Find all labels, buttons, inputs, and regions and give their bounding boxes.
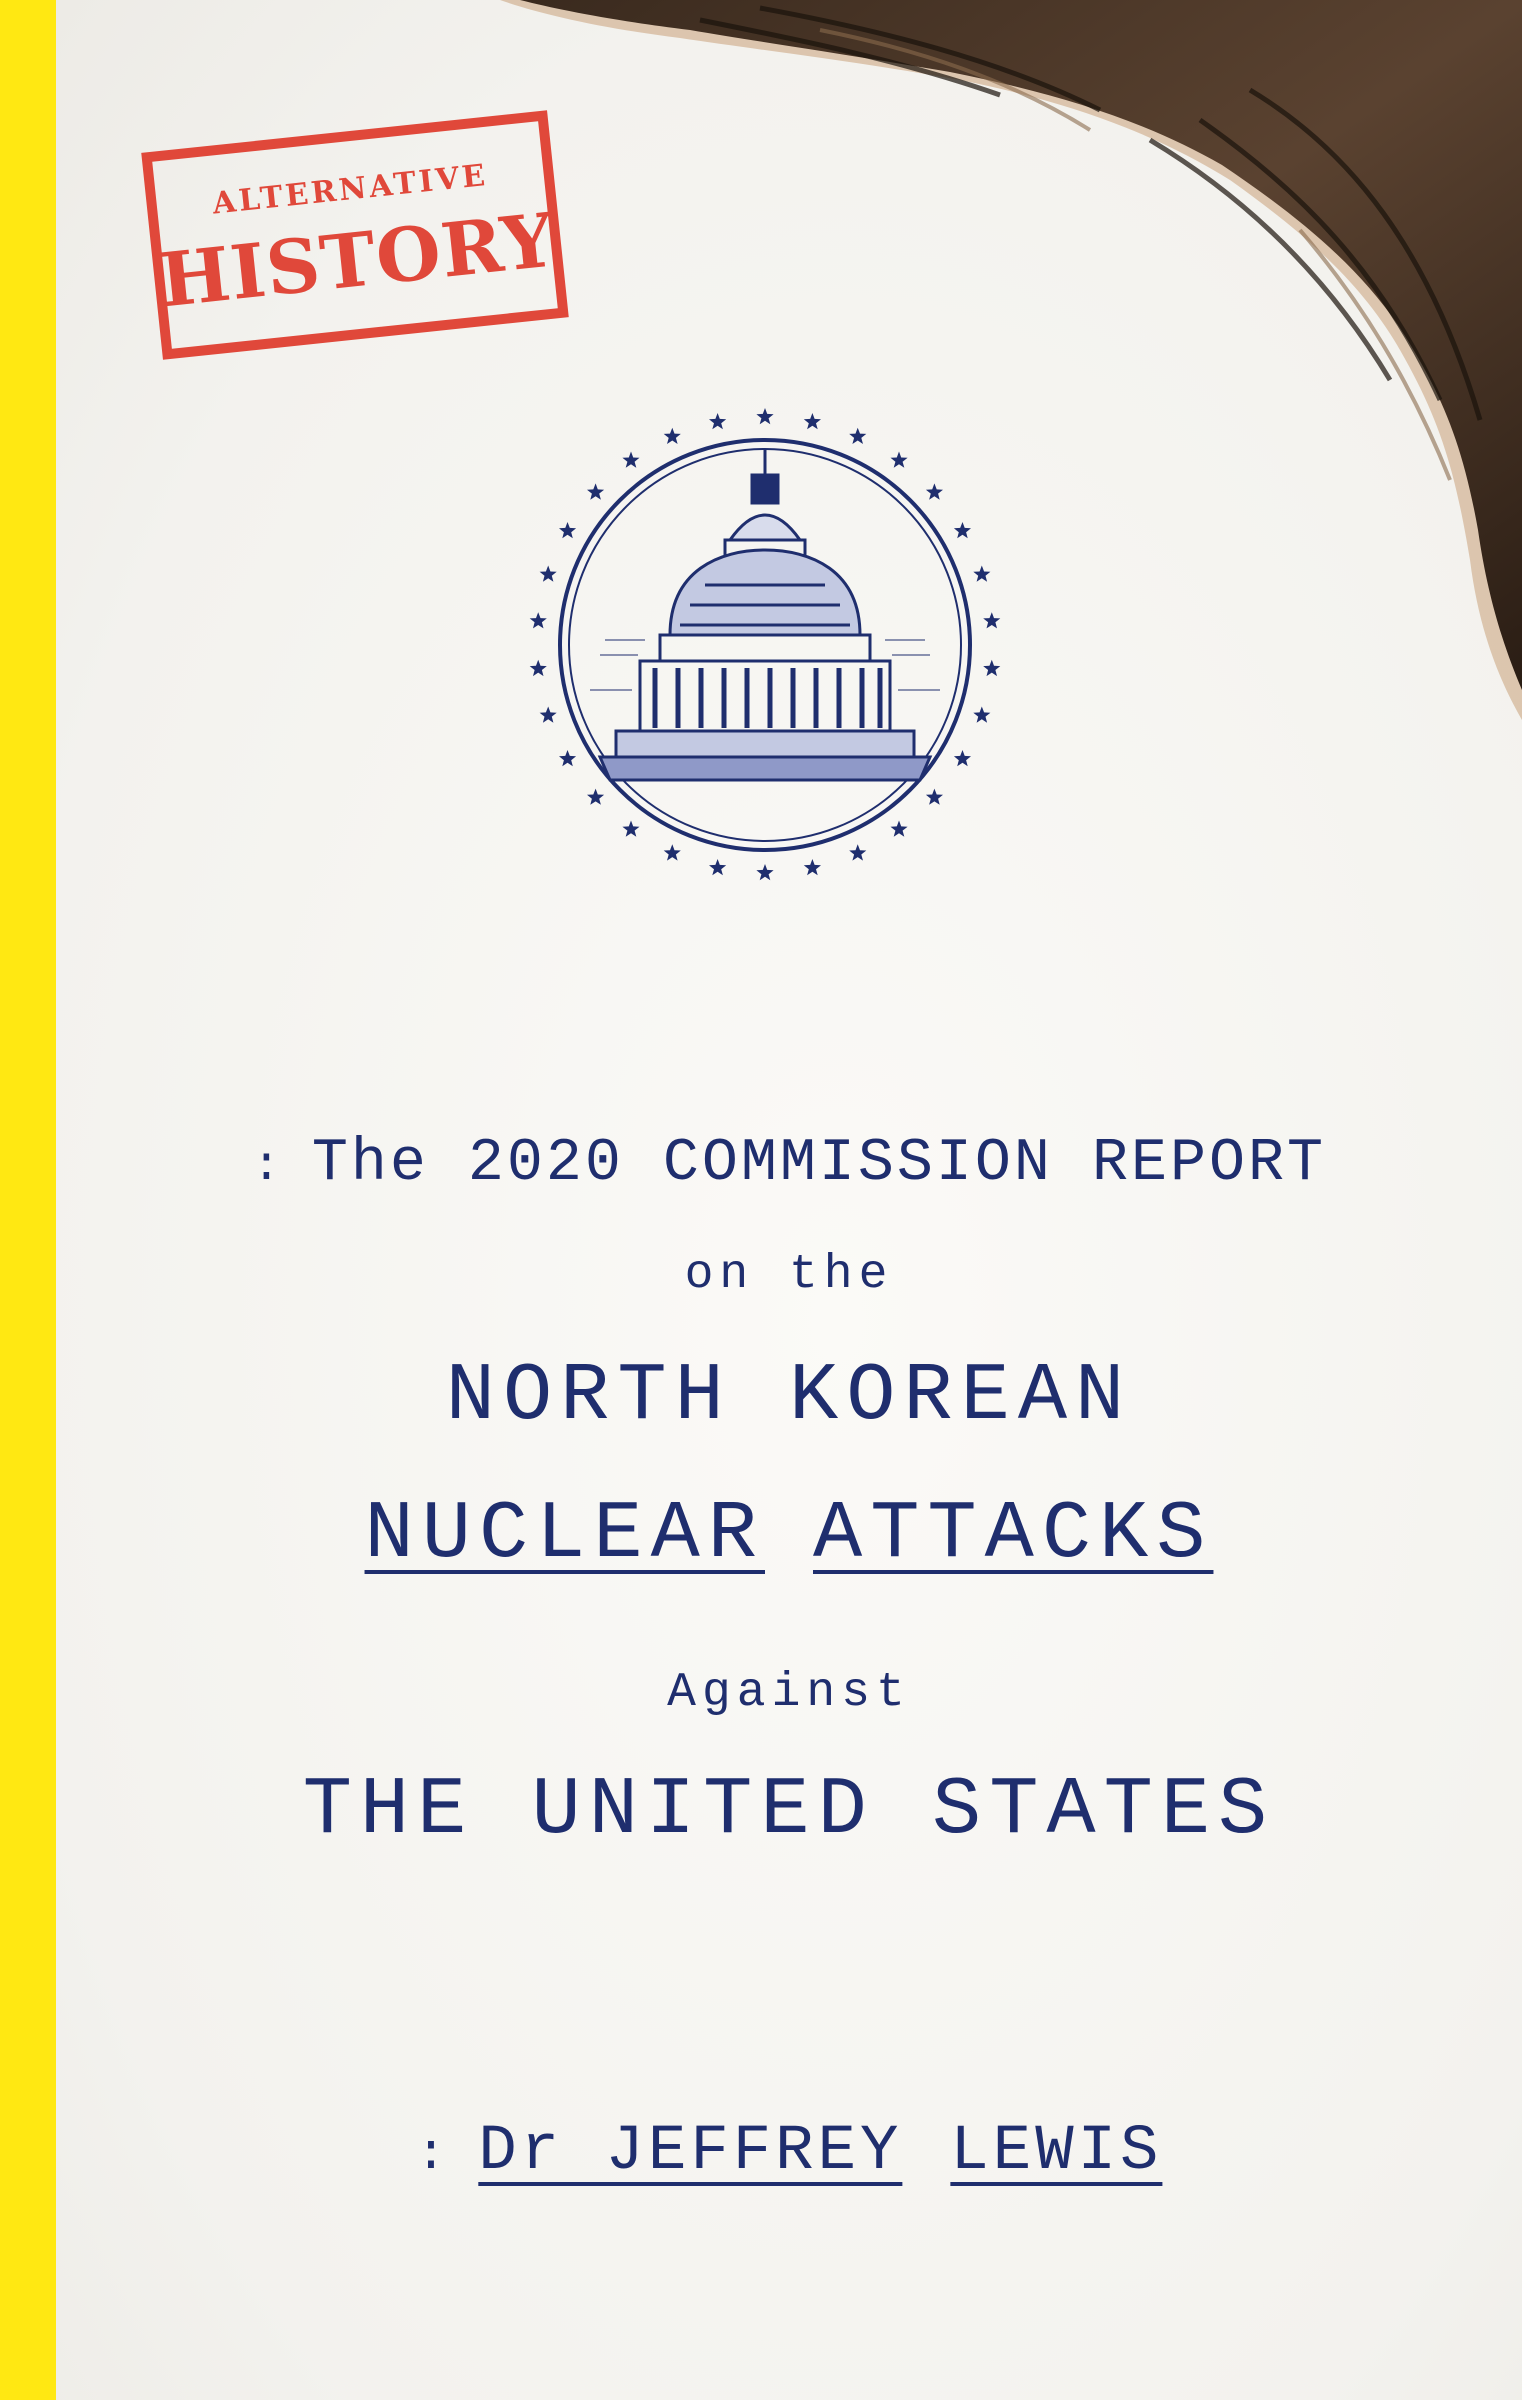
seal-star-icon (953, 750, 971, 767)
seal-star-icon (983, 612, 1001, 629)
seal-star-icon (709, 413, 727, 430)
seal-star-icon (559, 522, 577, 539)
title-line-nuclear-attacks: NUCLEAR ATTACKS (56, 1488, 1522, 1581)
title-line-against: Against (667, 1666, 911, 1720)
seal-star-icon (587, 483, 605, 500)
seal-star-icon (622, 820, 640, 837)
seal-star-icon (925, 788, 943, 805)
seal-star-icon (849, 844, 867, 861)
seal-star-icon (539, 706, 557, 723)
seal-star-icon (849, 427, 867, 444)
seal-star-icon (663, 427, 681, 444)
title-nuclear: NUCLEAR (364, 1488, 765, 1581)
author-last: LEWIS (950, 2116, 1163, 2188)
stamp-border-icon (141, 110, 569, 360)
seal-star-icon (803, 859, 821, 876)
seal-star-icon (529, 659, 547, 677)
title-line-report: : The 2020 COMMISSION REPORT (56, 1130, 1522, 1198)
seal-star-icon (890, 451, 908, 468)
title-colon: : (252, 1140, 284, 1194)
seal-star-icon (529, 612, 547, 629)
yellow-spine-strip (0, 0, 56, 2400)
seal-star-icon (973, 565, 991, 582)
seal-star-icon (973, 706, 991, 723)
author-line: : Dr JEFFREY LEWIS (56, 2116, 1522, 2188)
title-report: The 2020 COMMISSION REPORT (311, 1130, 1326, 1198)
seal-star-icon (663, 844, 681, 861)
seal-star-icon (539, 565, 557, 582)
title-line-on-the: on the (684, 1248, 894, 1302)
seal-star-icon (709, 859, 727, 876)
author-first: Dr JEFFREY (478, 2116, 903, 2188)
seal-star-icon (622, 451, 640, 468)
author-colon: : (415, 2126, 451, 2184)
seal-star-icon (890, 820, 908, 837)
seal-star-icon (983, 659, 1001, 677)
seal-star-icon (756, 864, 774, 881)
seal-star-icon (587, 788, 605, 805)
title-attacks: ATTACKS (813, 1488, 1214, 1581)
title-line-north-korean: NORTH KOREAN (445, 1350, 1133, 1443)
seal-star-icon (803, 413, 821, 430)
seal-star-icon (559, 750, 577, 767)
seal-star-icon (756, 408, 774, 425)
capitol-dome-icon (529, 408, 1001, 881)
seal-star-icon (925, 483, 943, 500)
alternative-history-stamp: ALTERNATIVE HISTORY (140, 109, 570, 361)
title-line-united-states: THE UNITED STATES (302, 1764, 1276, 1857)
seal-star-icon (953, 522, 971, 539)
